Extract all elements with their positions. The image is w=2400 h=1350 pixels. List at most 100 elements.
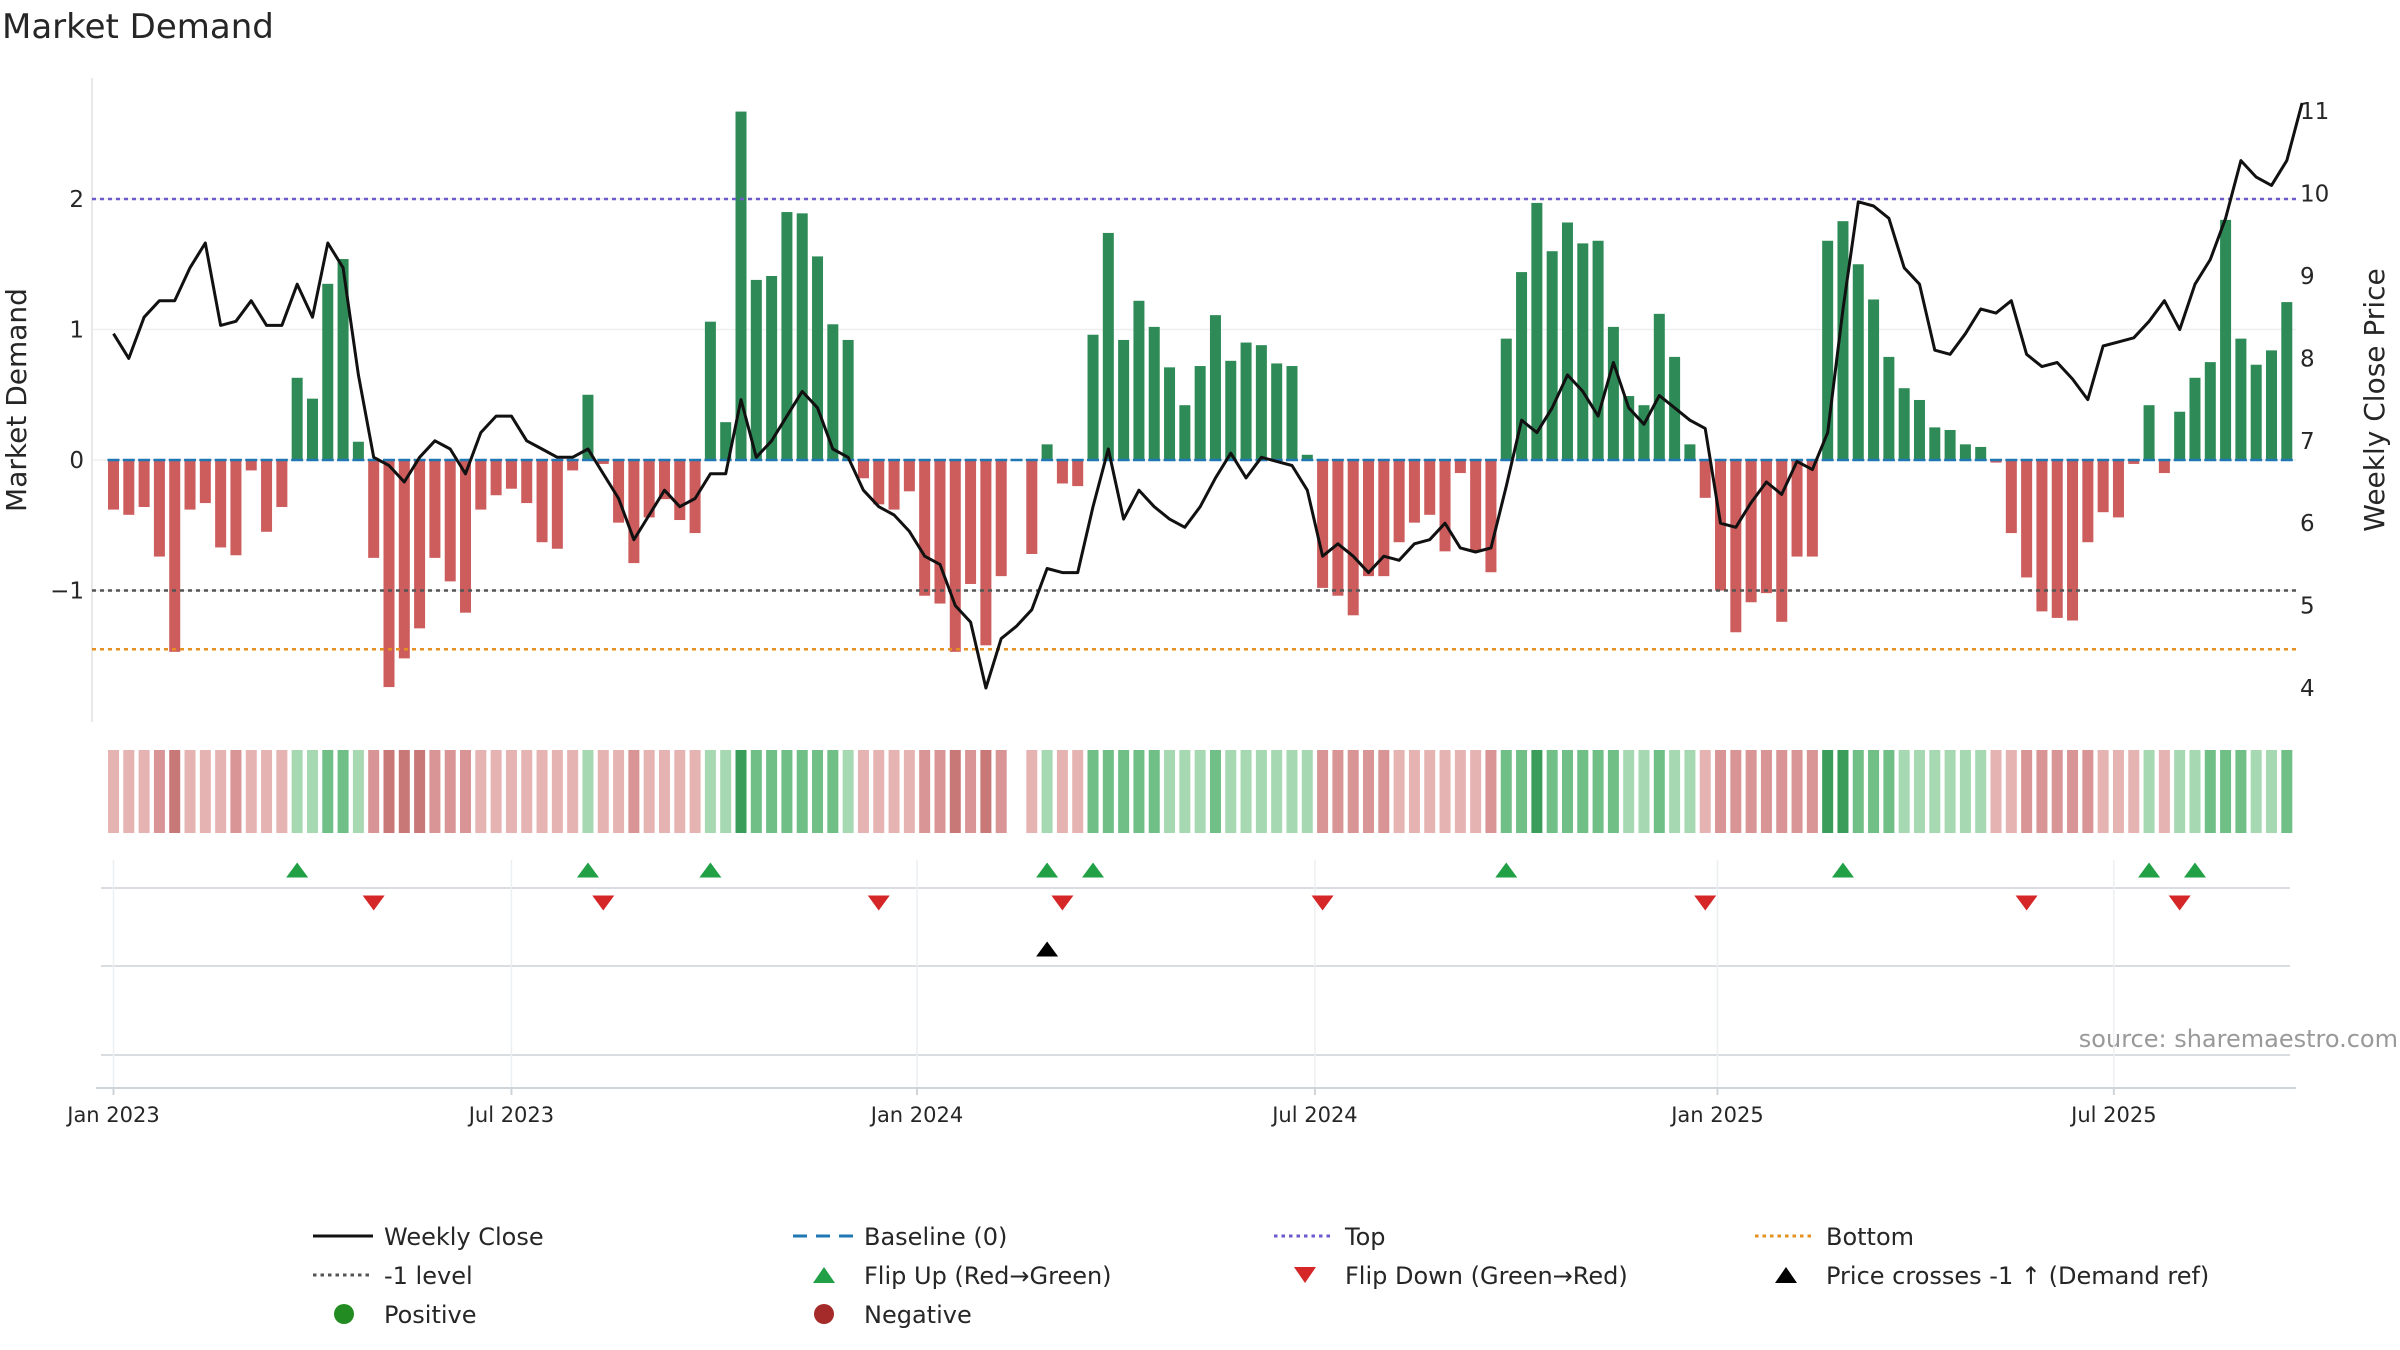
demand-bar-positive xyxy=(2250,364,2262,460)
demand-strip-cell xyxy=(1638,750,1650,833)
demand-bar-negative xyxy=(613,460,625,523)
demand-strip-cell xyxy=(1485,750,1497,833)
price-cross-marker xyxy=(1036,941,1059,957)
demand-bar-negative xyxy=(903,460,915,492)
demand-bar-positive xyxy=(1929,427,1941,460)
y-tick-left: 1 xyxy=(69,318,84,344)
demand-bar-negative xyxy=(1393,460,1405,543)
demand-strip-cell xyxy=(1883,750,1895,833)
demand-bar-negative xyxy=(1470,460,1482,552)
demand-strip-cell xyxy=(827,750,839,833)
demand-strip-cell xyxy=(888,750,900,833)
y-tick-left: 0 xyxy=(69,448,84,474)
demand-strip-cell xyxy=(1363,750,1375,833)
demand-bar-negative xyxy=(153,460,165,557)
legend-label: Flip Down (Green→Red) xyxy=(1345,1262,1628,1290)
demand-bar-negative xyxy=(245,460,257,471)
demand-strip-cell xyxy=(1730,750,1742,833)
demand-bar-positive xyxy=(2204,362,2216,460)
y-tick-left: −1 xyxy=(50,579,84,605)
demand-strip-cell xyxy=(735,750,747,833)
y-axis-label-right: Weekly Close Price xyxy=(2358,268,2391,531)
demand-bar-negative xyxy=(1454,460,1466,474)
y-tick-right: 6 xyxy=(2300,511,2315,537)
demand-strip-cell xyxy=(1240,750,1252,833)
demand-strip-cell xyxy=(2112,750,2124,833)
demand-bar-positive xyxy=(1883,356,1895,460)
demand-bar-negative xyxy=(230,460,242,556)
demand-bar-positive xyxy=(1255,345,1267,460)
flip-up-marker xyxy=(286,862,309,878)
demand-bar-negative xyxy=(1439,460,1451,552)
demand-bar-positive xyxy=(2266,350,2278,460)
demand-strip-cell xyxy=(613,750,625,833)
demand-bar-positive xyxy=(1133,300,1145,460)
demand-strip-cell xyxy=(337,750,349,833)
demand-bar-positive xyxy=(2174,411,2186,460)
demand-strip-cell xyxy=(2204,750,2216,833)
demand-bar-negative xyxy=(919,460,931,596)
demand-bar-positive xyxy=(1546,251,1558,460)
y-tick-right: 9 xyxy=(2300,264,2315,290)
demand-strip-cell xyxy=(1546,750,1558,833)
demand-bar-negative xyxy=(2021,460,2033,578)
demand-bar-positive xyxy=(1148,326,1160,460)
flip-up-marker xyxy=(2138,862,2161,878)
demand-bar-negative xyxy=(215,460,227,548)
demand-strip-cell xyxy=(138,750,150,833)
legend-swatch xyxy=(334,1304,354,1324)
demand-strip-cell xyxy=(1041,750,1053,833)
source-label: source: sharemaestro.com xyxy=(2079,1025,2398,1053)
demand-bar-positive xyxy=(1959,444,1971,460)
demand-bar-negative xyxy=(567,460,579,471)
demand-bar-positive xyxy=(1975,446,1987,460)
demand-strip-cell xyxy=(949,750,961,833)
demand-strip-cell xyxy=(1852,750,1864,833)
demand-strip-cell xyxy=(1424,750,1436,833)
demand-bar-negative xyxy=(1056,460,1068,484)
demand-strip-cell xyxy=(444,750,456,833)
legend-label: -1 level xyxy=(384,1262,473,1290)
demand-bar-positive xyxy=(1852,264,1864,460)
demand-bar-negative xyxy=(505,460,517,489)
demand-strip-cell xyxy=(1133,750,1145,833)
demand-bar-positive xyxy=(582,394,594,460)
demand-strip-cell xyxy=(1944,750,1956,833)
demand-bar-negative xyxy=(108,460,119,510)
demand-strip-cell xyxy=(980,750,992,833)
demand-strip-cell xyxy=(1715,750,1727,833)
demand-strip-cell xyxy=(2158,750,2170,833)
demand-bar-negative xyxy=(551,460,563,549)
demand-bar-negative xyxy=(888,460,900,510)
demand-strip-cell xyxy=(1776,750,1788,833)
demand-bar-positive xyxy=(2235,338,2247,460)
demand-bar-negative xyxy=(2082,460,2094,543)
demand-strip-cell xyxy=(1500,750,1512,833)
demand-strip-cell xyxy=(1087,750,1099,833)
demand-strip-cell xyxy=(551,750,563,833)
demand-strip-cell xyxy=(1837,750,1849,833)
demand-strip-cell xyxy=(1929,750,1941,833)
demand-strip-cell xyxy=(2128,750,2140,833)
demand-strip-cell xyxy=(1669,750,1681,833)
demand-bar-negative xyxy=(1332,460,1344,596)
demand-bar-positive xyxy=(2220,219,2232,460)
demand-bar-positive xyxy=(1225,360,1237,460)
demand-strip-cell xyxy=(995,750,1007,833)
demand-strip-cell xyxy=(2005,750,2017,833)
demand-bar-positive xyxy=(337,259,349,460)
demand-strip-cell xyxy=(766,750,778,833)
x-tick-label: Jul 2023 xyxy=(467,1103,554,1127)
demand-bar-negative xyxy=(138,460,150,507)
demand-strip-cell xyxy=(1454,750,1466,833)
x-tick-label: Jan 2024 xyxy=(869,1103,964,1127)
demand-strip-cell xyxy=(1577,750,1589,833)
legend-label: Positive xyxy=(384,1301,477,1329)
demand-bar-negative xyxy=(949,460,961,652)
demand-bar-positive xyxy=(1638,405,1650,460)
demand-strip-cell xyxy=(153,750,165,833)
demand-strip-cell xyxy=(1148,750,1160,833)
demand-bar-positive xyxy=(1118,339,1130,460)
legend-label: Top xyxy=(1344,1223,1386,1251)
